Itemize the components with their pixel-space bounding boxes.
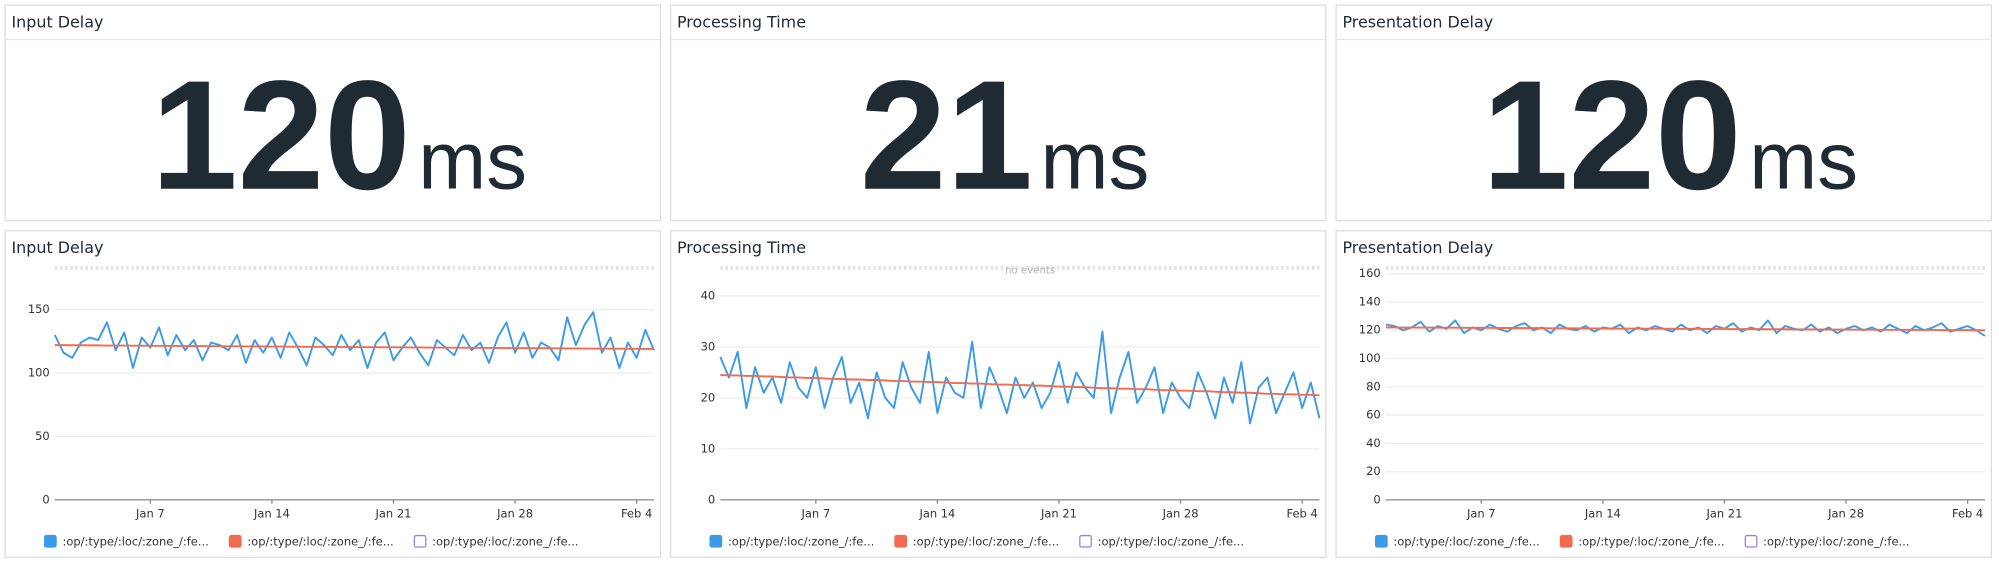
legend-swatch <box>413 534 427 548</box>
y-tick-label: 10 <box>701 441 716 455</box>
series-line <box>53 311 655 369</box>
y-tick-label: 30 <box>701 339 716 353</box>
y-tick-label: 40 <box>701 288 716 302</box>
stat-value: 120 ms <box>151 48 527 222</box>
legend-swatch <box>709 534 723 548</box>
y-tick-label: 60 <box>1366 408 1381 422</box>
panel-title: Processing Time <box>677 12 806 31</box>
x-tick-label: Jan 7 <box>1466 506 1496 520</box>
series-line <box>1385 326 1985 332</box>
legend-swatch <box>1744 534 1758 548</box>
legend-label: :op/:type/:loc/:zone_/:fe... <box>432 534 578 548</box>
y-tick-label: 50 <box>35 429 50 443</box>
y-tick-label: 120 <box>1359 323 1381 337</box>
y-tick-label: 20 <box>1366 464 1381 478</box>
stat-number: 120 <box>1482 48 1742 222</box>
stat-value: 21 ms <box>860 48 1149 222</box>
series-line <box>54 344 655 350</box>
stat-panel <box>4 4 662 222</box>
legend-swatch <box>1079 534 1092 548</box>
x-tick-label: Jan 28 <box>1162 506 1199 520</box>
y-tick-label: 20 <box>701 390 716 404</box>
x-tick-label: Feb 4 <box>1287 506 1318 520</box>
panel-title: Input Delay <box>11 238 103 257</box>
legend-label: :op/:type/:loc/:zone_/:fe... <box>913 534 1059 548</box>
x-tick-label: Jan 21 <box>1040 506 1077 520</box>
x-tick-label: Jan 21 <box>1706 506 1743 520</box>
legend-swatch <box>1374 534 1388 548</box>
legend-swatch <box>894 534 908 548</box>
annotation: no events <box>1005 265 1055 276</box>
x-tick-label: Jan 14 <box>253 506 290 520</box>
legend-label: :op/:type/:loc/:zone_/:fe... <box>247 534 393 548</box>
x-tick-label: Jan 28 <box>1827 506 1864 520</box>
stat-value: 120 ms <box>1482 48 1858 222</box>
x-tick-label: Jan 21 <box>375 506 412 520</box>
stat-unit: ms <box>1041 116 1150 207</box>
x-tick-label: Jan 14 <box>918 506 955 520</box>
y-tick-label: 100 <box>1359 351 1381 365</box>
panel-title: Presentation Delay <box>1342 238 1493 257</box>
legend-swatch <box>1559 534 1573 548</box>
x-tick-label: Feb 4 <box>1952 506 1983 520</box>
y-tick-label: 140 <box>1359 294 1381 308</box>
panel-title: Presentation Delay <box>1342 12 1493 31</box>
series-line <box>720 373 1320 397</box>
y-tick-label: 0 <box>42 492 49 506</box>
stat-panel <box>669 4 1327 222</box>
y-tick-label: 160 <box>1359 266 1381 280</box>
x-tick-label: Jan 7 <box>801 506 831 520</box>
y-tick-label: 100 <box>28 366 50 380</box>
stat-number: 120 <box>151 48 411 222</box>
y-tick-label: 0 <box>708 492 715 506</box>
y-tick-label: 80 <box>1366 379 1381 393</box>
stat-unit: ms <box>1749 116 1858 207</box>
stat-unit: ms <box>418 116 527 207</box>
y-tick-label: 40 <box>1366 436 1381 450</box>
chart-panel <box>669 230 1327 558</box>
y-tick-label: 0 <box>1373 492 1380 506</box>
y-tick-label: 150 <box>28 302 50 316</box>
legend-swatch <box>43 534 57 548</box>
legend-label: :op/:type/:loc/:zone_/:fe... <box>1393 534 1539 548</box>
panel-title: Processing Time <box>677 238 806 257</box>
x-tick-label: Feb 4 <box>621 506 652 520</box>
legend-label: :op/:type/:loc/:zone_/:fe... <box>1763 534 1909 548</box>
legend-swatch <box>228 534 242 548</box>
x-tick-label: Jan 28 <box>496 506 533 520</box>
series-line <box>719 330 1321 425</box>
legend-label: :op/:type/:loc/:zone_/:fe... <box>1098 534 1244 548</box>
x-tick-label: Jan 14 <box>1584 506 1621 520</box>
legend-label: :op/:type/:loc/:zone_/:fe... <box>728 534 874 548</box>
x-tick-label: Jan 7 <box>135 506 165 520</box>
legend-label: :op/:type/:loc/:zone_/:fe... <box>1578 534 1724 548</box>
panel-title: Input Delay <box>11 12 103 31</box>
legend-label: :op/:type/:loc/:zone_/:fe... <box>62 534 208 548</box>
chart-panel <box>4 230 662 558</box>
stat-number: 21 <box>860 48 1033 222</box>
stat-panel <box>1335 4 1992 222</box>
chart-panel <box>1335 230 1992 558</box>
